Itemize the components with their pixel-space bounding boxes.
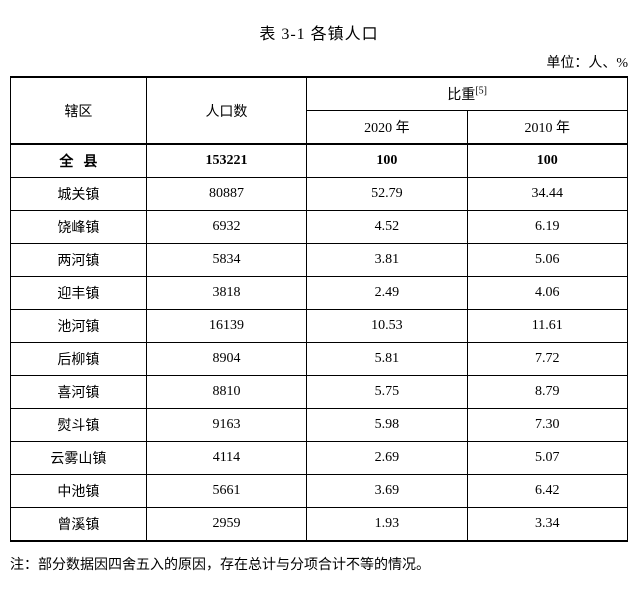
cell-ratio-2020: 5.98: [307, 409, 467, 442]
header-year-2010: 2010 年: [467, 111, 627, 145]
table-row: 熨斗镇91635.987.30: [11, 409, 628, 442]
cell-ratio-2010: 8.79: [467, 376, 627, 409]
cell-region: 两河镇: [11, 244, 147, 277]
table-row: 两河镇58343.815.06: [11, 244, 628, 277]
total-region: 全县: [11, 144, 147, 178]
header-region: 辖区: [11, 77, 147, 144]
cell-region: 饶峰镇: [11, 211, 147, 244]
table-row: 池河镇1613910.5311.61: [11, 310, 628, 343]
table-row: 中池镇56613.696.42: [11, 475, 628, 508]
cell-ratio-2020: 2.49: [307, 277, 467, 310]
table-body: 全县 153221 100 100 城关镇8088752.7934.44饶峰镇6…: [11, 144, 628, 541]
table-row: 城关镇8088752.7934.44: [11, 178, 628, 211]
cell-population: 8810: [146, 376, 306, 409]
cell-ratio-2010: 5.06: [467, 244, 627, 277]
header-year-2020: 2020 年: [307, 111, 467, 145]
cell-ratio-2020: 3.69: [307, 475, 467, 508]
cell-region: 曾溪镇: [11, 508, 147, 542]
table-row: 饶峰镇69324.526.19: [11, 211, 628, 244]
cell-region: 云雾山镇: [11, 442, 147, 475]
cell-ratio-2010: 4.06: [467, 277, 627, 310]
footnote: 注：部分数据因四舍五入的原因，存在总计与分项合计不等的情况。: [10, 554, 628, 574]
header-population: 人口数: [146, 77, 306, 144]
header-ratio-text: 比重: [447, 88, 475, 103]
table-row: 喜河镇88105.758.79: [11, 376, 628, 409]
total-ratio-2020: 100: [307, 144, 467, 178]
cell-ratio-2010: 6.42: [467, 475, 627, 508]
cell-population: 4114: [146, 442, 306, 475]
table-container: 表 3-1 各镇人口 单位：人、% 辖区 人口数 比重[5] 2020 年 20…: [10, 20, 628, 574]
header-ratio-sup: [5]: [475, 85, 487, 96]
cell-ratio-2010: 7.72: [467, 343, 627, 376]
cell-ratio-2010: 5.07: [467, 442, 627, 475]
header-ratio: 比重[5]: [307, 77, 628, 111]
cell-population: 3818: [146, 277, 306, 310]
table-row: 迎丰镇38182.494.06: [11, 277, 628, 310]
cell-ratio-2020: 3.81: [307, 244, 467, 277]
table-row: 后柳镇89045.817.72: [11, 343, 628, 376]
cell-ratio-2010: 7.30: [467, 409, 627, 442]
cell-ratio-2010: 3.34: [467, 508, 627, 542]
cell-ratio-2020: 10.53: [307, 310, 467, 343]
cell-population: 8904: [146, 343, 306, 376]
cell-population: 5661: [146, 475, 306, 508]
cell-ratio-2020: 4.52: [307, 211, 467, 244]
cell-ratio-2020: 5.81: [307, 343, 467, 376]
cell-ratio-2020: 2.69: [307, 442, 467, 475]
cell-population: 6932: [146, 211, 306, 244]
population-table: 辖区 人口数 比重[5] 2020 年 2010 年 全县 153221 100…: [10, 76, 628, 542]
cell-ratio-2010: 34.44: [467, 178, 627, 211]
cell-ratio-2020: 1.93: [307, 508, 467, 542]
cell-ratio-2010: 6.19: [467, 211, 627, 244]
cell-region: 城关镇: [11, 178, 147, 211]
total-row: 全县 153221 100 100: [11, 144, 628, 178]
total-population: 153221: [146, 144, 306, 178]
cell-region: 迎丰镇: [11, 277, 147, 310]
cell-region: 喜河镇: [11, 376, 147, 409]
table-row: 云雾山镇41142.695.07: [11, 442, 628, 475]
cell-region: 池河镇: [11, 310, 147, 343]
cell-population: 2959: [146, 508, 306, 542]
cell-region: 熨斗镇: [11, 409, 147, 442]
table-row: 曾溪镇29591.933.34: [11, 508, 628, 542]
cell-ratio-2010: 11.61: [467, 310, 627, 343]
cell-region: 中池镇: [11, 475, 147, 508]
cell-region: 后柳镇: [11, 343, 147, 376]
cell-population: 80887: [146, 178, 306, 211]
total-ratio-2010: 100: [467, 144, 627, 178]
table-title: 表 3-1 各镇人口: [10, 20, 628, 44]
cell-ratio-2020: 52.79: [307, 178, 467, 211]
cell-population: 5834: [146, 244, 306, 277]
unit-label: 单位：人、%: [10, 52, 628, 72]
cell-population: 9163: [146, 409, 306, 442]
cell-ratio-2020: 5.75: [307, 376, 467, 409]
cell-population: 16139: [146, 310, 306, 343]
